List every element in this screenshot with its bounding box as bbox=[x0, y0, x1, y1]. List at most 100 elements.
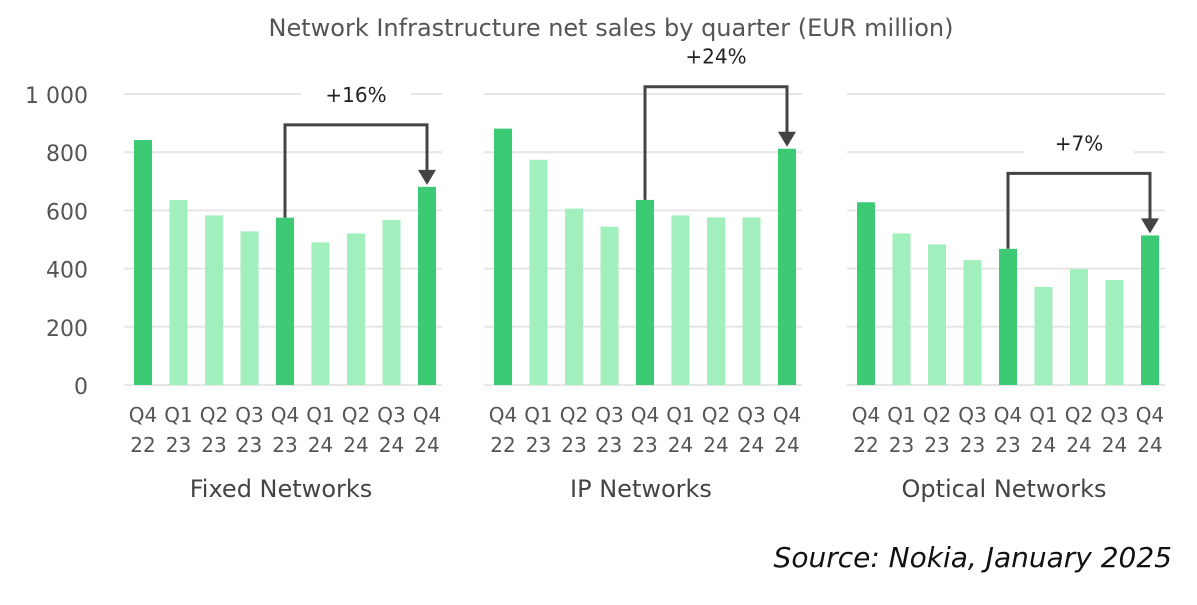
x-tick-label: 24 bbox=[774, 433, 799, 457]
bar bbox=[529, 159, 548, 385]
x-tick-label: Q4 bbox=[852, 403, 880, 427]
growth-arrow bbox=[283, 123, 429, 218]
x-tick-label: 24 bbox=[414, 433, 439, 457]
x-tick-label: 24 bbox=[703, 433, 728, 457]
x-tick-label: 23 bbox=[201, 433, 226, 457]
arrow-head-icon bbox=[778, 131, 796, 147]
bar bbox=[707, 217, 725, 385]
bar bbox=[276, 217, 294, 385]
x-tick-label: Q3 bbox=[958, 403, 986, 427]
x-tick-label: 23 bbox=[526, 433, 551, 457]
x-tick-label: 23 bbox=[960, 433, 985, 457]
x-tick-label: 22 bbox=[490, 433, 515, 457]
x-tick-label: Q4 bbox=[994, 403, 1022, 427]
growth-label: +24% bbox=[685, 45, 746, 69]
x-tick-label: Q1 bbox=[887, 403, 915, 427]
x-tick-label: Q3 bbox=[235, 403, 263, 427]
x-tick-label: Q1 bbox=[524, 403, 552, 427]
x-tick-label: 23 bbox=[597, 433, 622, 457]
x-tick-label: Q1 bbox=[666, 403, 694, 427]
bar bbox=[205, 215, 223, 385]
y-axis: 0 200 400 600 800 1 000 bbox=[25, 84, 88, 400]
growth-label: +16% bbox=[325, 83, 386, 107]
bar bbox=[671, 215, 690, 385]
x-tick-label: 22 bbox=[853, 433, 878, 457]
arrow-head-icon bbox=[418, 169, 436, 185]
y-tick-label: 0 bbox=[74, 375, 88, 400]
x-tick-label: Q3 bbox=[1100, 403, 1128, 427]
panel-optical-networks: Q4 22 Q1 23 Q2 23 Q3 23 Q4 23 Q1 24 Q2 24 Q3 24 Q4 24 Opti… bbox=[847, 93, 1165, 503]
bar bbox=[600, 226, 619, 385]
x-tick-label: 24 bbox=[1031, 433, 1056, 457]
bar bbox=[382, 220, 401, 385]
bar bbox=[1105, 279, 1124, 385]
bar bbox=[999, 248, 1017, 385]
chart-title: Network Infrastructure net sales by quar… bbox=[269, 14, 954, 42]
bar bbox=[636, 199, 654, 385]
bar bbox=[857, 202, 875, 385]
panel-name: Optical Networks bbox=[901, 475, 1106, 503]
bar bbox=[1034, 286, 1053, 385]
x-tick-label: 23 bbox=[889, 433, 914, 457]
bar bbox=[778, 148, 796, 385]
annotation-bg bbox=[301, 79, 411, 110]
x-tick-label: Q2 bbox=[923, 403, 951, 427]
panel-name: Fixed Networks bbox=[190, 475, 373, 503]
bar bbox=[1070, 268, 1088, 385]
y-tick-label: 200 bbox=[46, 317, 88, 342]
x-tick-label: 24 bbox=[379, 433, 404, 457]
x-tick-label: 24 bbox=[668, 433, 693, 457]
bar bbox=[418, 186, 436, 385]
x-tick-label: 23 bbox=[924, 433, 949, 457]
x-tick-label: 23 bbox=[995, 433, 1020, 457]
x-tick-label: Q1 bbox=[306, 403, 334, 427]
x-tick-label: Q4 bbox=[129, 403, 157, 427]
x-tick-label: Q3 bbox=[377, 403, 405, 427]
growth-label: +7% bbox=[1055, 131, 1104, 155]
bar bbox=[963, 260, 982, 385]
growth-arrow bbox=[1006, 171, 1152, 249]
bar bbox=[169, 199, 188, 385]
x-tick-label: Q4 bbox=[773, 403, 801, 427]
x-tick-label: 24 bbox=[1066, 433, 1091, 457]
x-tick-label: 23 bbox=[166, 433, 191, 457]
source-note: Source: Nokia, January 2025 bbox=[774, 541, 1172, 574]
x-tick-label: 24 bbox=[1137, 433, 1162, 457]
x-tick-label: Q2 bbox=[702, 403, 730, 427]
x-tick-label: Q4 bbox=[1136, 403, 1164, 427]
x-tick-label: 23 bbox=[272, 433, 297, 457]
panels: Q422Q123Q223Q323Q423Q124Q224Q324Q424Fixe… bbox=[124, 41, 1165, 503]
x-tick-label: Q4 bbox=[631, 403, 659, 427]
y-tick-label: 1 000 bbox=[25, 84, 88, 109]
x-tick-label: 24 bbox=[308, 433, 333, 457]
bar bbox=[928, 244, 946, 385]
panel-fixed-networks: Q422Q123Q223Q323Q423Q124Q224Q324Q424Fixe… bbox=[124, 79, 442, 503]
y-tick-label: 600 bbox=[46, 200, 88, 225]
bar bbox=[347, 233, 365, 385]
bar bbox=[892, 233, 911, 385]
x-tick-label: 24 bbox=[343, 433, 368, 457]
bar bbox=[311, 242, 330, 385]
x-tick-label: 23 bbox=[237, 433, 262, 457]
x-tick-label: Q2 bbox=[342, 403, 370, 427]
panel-name: IP Networks bbox=[570, 475, 712, 503]
bar bbox=[565, 208, 583, 385]
annotation-bg bbox=[661, 41, 771, 72]
x-tick-label: 22 bbox=[130, 433, 155, 457]
bar bbox=[494, 128, 512, 385]
x-tick-label: Q4 bbox=[489, 403, 517, 427]
x-tick-label: Q4 bbox=[413, 403, 441, 427]
x-tick-label: 24 bbox=[739, 433, 764, 457]
x-tick-label: Q1 bbox=[164, 403, 192, 427]
arrow-head-icon bbox=[1141, 218, 1159, 234]
x-tick-label: Q2 bbox=[200, 403, 228, 427]
growth-arrow bbox=[643, 85, 789, 200]
x-tick-label: 23 bbox=[561, 433, 586, 457]
bar bbox=[1141, 235, 1159, 385]
x-tick-label: Q4 bbox=[271, 403, 299, 427]
y-tick-label: 800 bbox=[46, 142, 88, 167]
x-tick-label: Q3 bbox=[737, 403, 765, 427]
bar bbox=[240, 231, 259, 385]
x-tick-label: Q2 bbox=[1065, 403, 1093, 427]
